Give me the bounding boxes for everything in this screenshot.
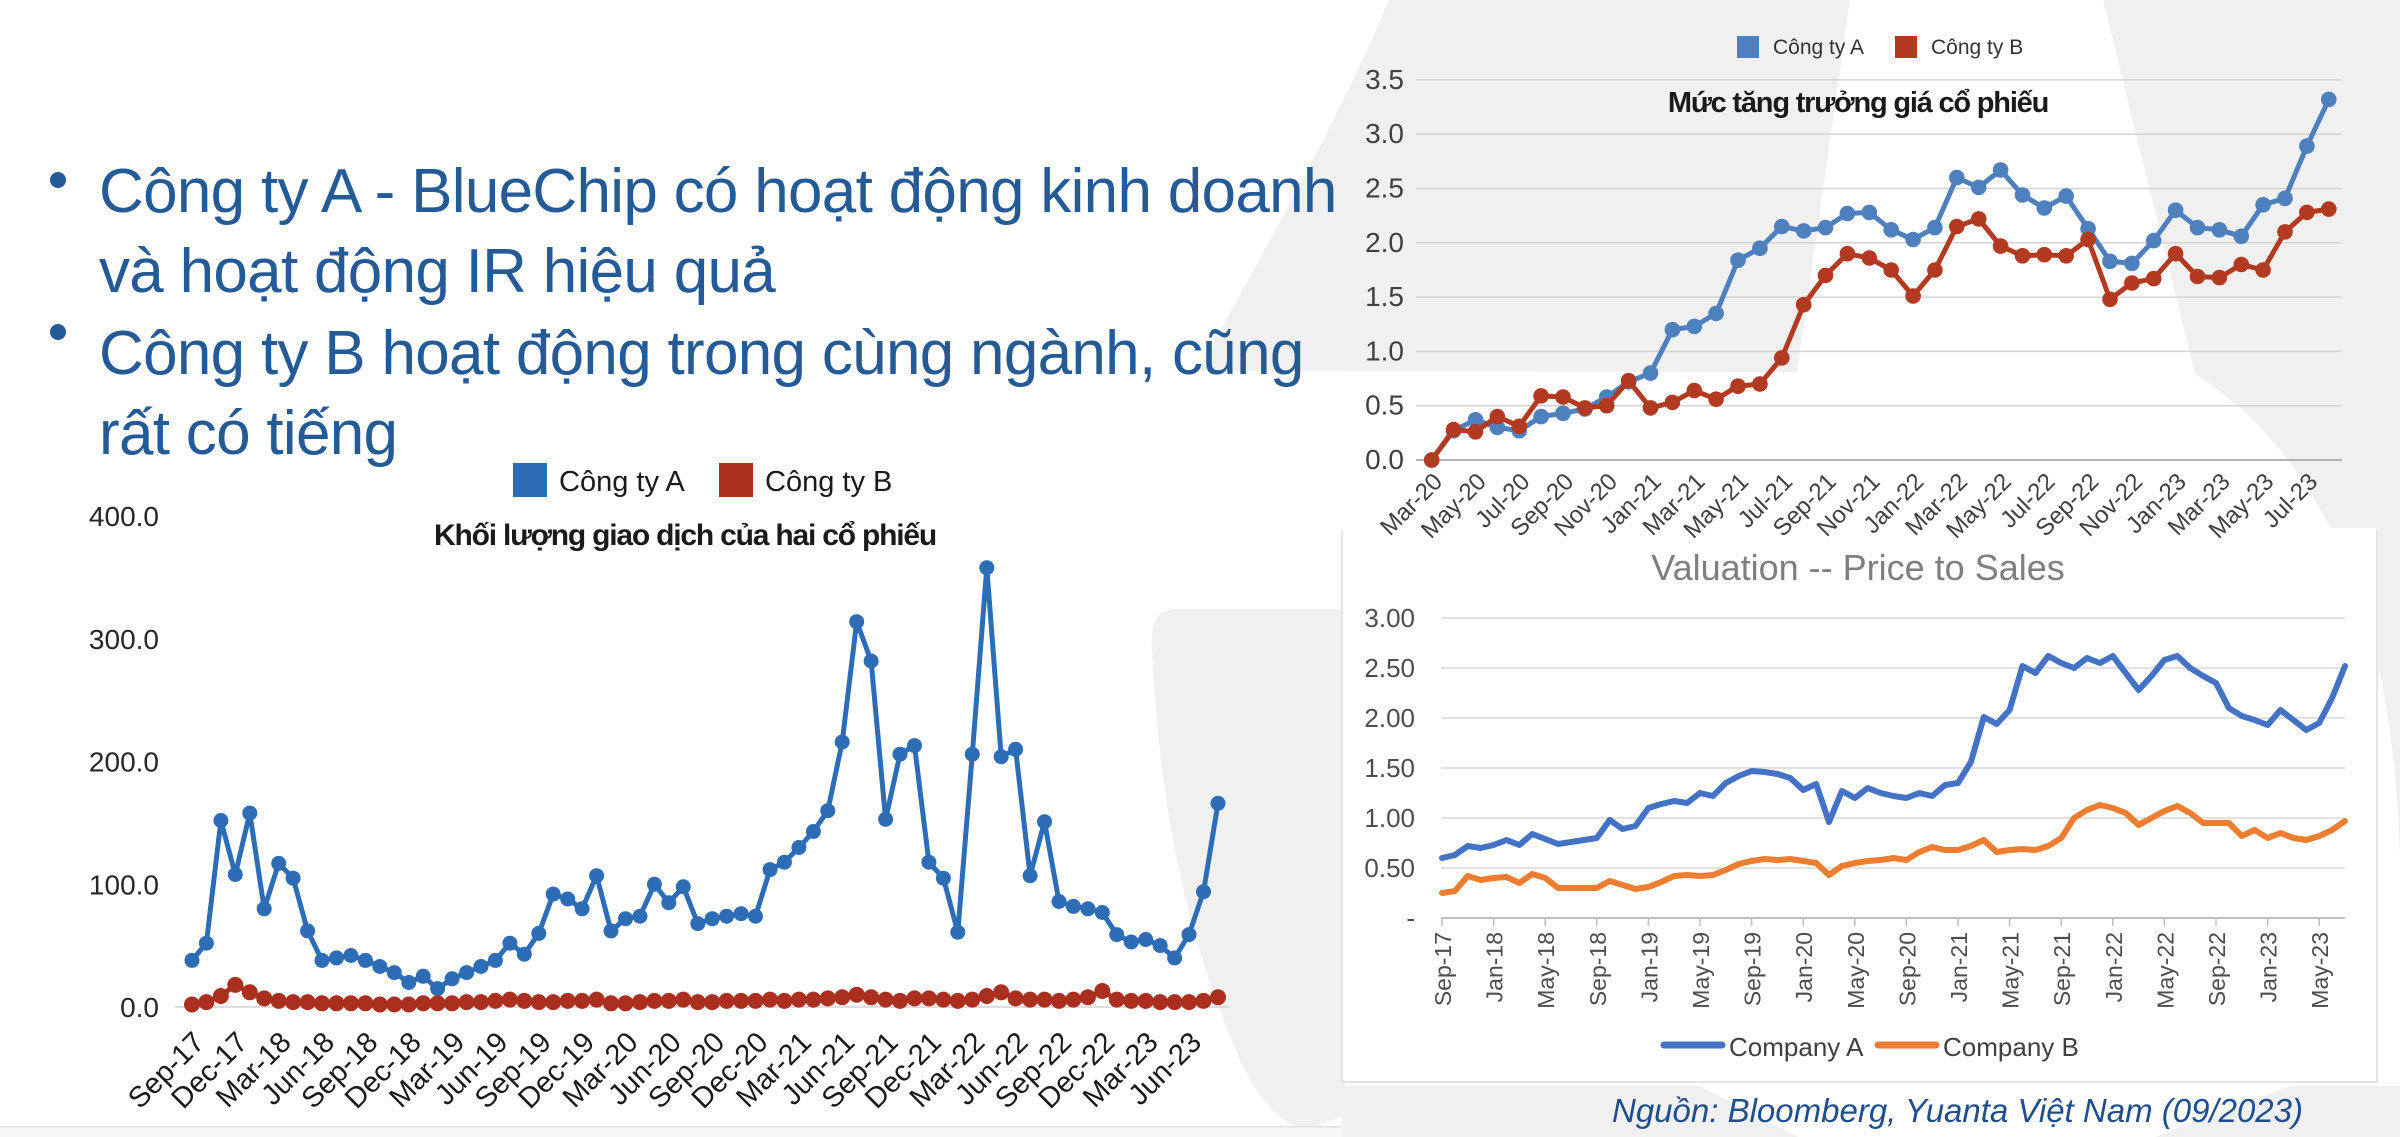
svg-text:May-18: May-18 — [1533, 932, 1559, 1009]
svg-text:1.50: 1.50 — [1364, 753, 1415, 783]
svg-text:Jan-18: Jan-18 — [1482, 932, 1508, 1002]
svg-text:300.0: 300.0 — [89, 624, 159, 655]
svg-text:-: - — [1406, 903, 1415, 933]
svg-text:May-22: May-22 — [2152, 932, 2178, 1009]
svg-text:0.50: 0.50 — [1364, 853, 1415, 883]
svg-text:Mức tăng trưởng giá cổ phiếu: Mức tăng trưởng giá cổ phiếu — [1668, 87, 2048, 119]
svg-text:Jan-22: Jan-22 — [2101, 932, 2127, 1002]
svg-text:Company B: Company B — [1943, 1032, 2079, 1062]
svg-text:Công ty A: Công ty A — [559, 466, 685, 498]
svg-text:Sep-21: Sep-21 — [2049, 932, 2075, 1006]
svg-text:Khối lượng giao dịch của hai c: Khối lượng giao dịch của hai cổ phiếu — [434, 519, 936, 552]
svg-text:200.0: 200.0 — [89, 747, 159, 778]
svg-text:2.0: 2.0 — [1365, 227, 1404, 258]
svg-text:0.0: 0.0 — [120, 992, 159, 1023]
svg-text:Công ty B: Công ty B — [1931, 36, 2023, 59]
svg-text:Sep-17: Sep-17 — [1430, 932, 1456, 1006]
svg-text:1.00: 1.00 — [1364, 803, 1415, 833]
svg-text:Valuation -- Price to Sales: Valuation -- Price to Sales — [1651, 547, 2065, 588]
svg-text:Sep-20: Sep-20 — [1894, 932, 1920, 1006]
svg-text:400.0: 400.0 — [89, 501, 159, 532]
svg-text:Jan-21: Jan-21 — [1946, 932, 1972, 1002]
svg-text:Sep-18: Sep-18 — [1585, 932, 1611, 1006]
svg-text:0.0: 0.0 — [1365, 444, 1404, 475]
svg-text:0.5: 0.5 — [1365, 390, 1404, 421]
svg-text:May-23: May-23 — [2307, 932, 2333, 1009]
svg-text:Jan-19: Jan-19 — [1636, 932, 1662, 1002]
svg-text:2.5: 2.5 — [1365, 173, 1404, 204]
svg-text:1.0: 1.0 — [1365, 335, 1404, 366]
svg-text:May-21: May-21 — [1998, 932, 2024, 1009]
svg-text:May-19: May-19 — [1688, 932, 1714, 1009]
svg-text:3.5: 3.5 — [1365, 64, 1404, 95]
svg-text:Sep-22: Sep-22 — [2204, 932, 2230, 1006]
svg-text:Công ty A: Công ty A — [1773, 36, 1864, 59]
svg-text:May-20: May-20 — [1843, 932, 1869, 1009]
svg-text:100.0: 100.0 — [89, 869, 159, 900]
svg-text:Jan-23: Jan-23 — [2256, 932, 2282, 1002]
svg-text:2.00: 2.00 — [1364, 703, 1415, 733]
svg-text:1.5: 1.5 — [1365, 281, 1404, 312]
svg-text:Sep-19: Sep-19 — [1740, 932, 1766, 1006]
svg-text:Jan-20: Jan-20 — [1791, 932, 1817, 1002]
svg-text:3.0: 3.0 — [1365, 118, 1404, 149]
svg-text:3.00: 3.00 — [1364, 603, 1415, 633]
svg-text:2.50: 2.50 — [1364, 653, 1415, 683]
svg-text:Công ty B: Công ty B — [765, 466, 892, 498]
svg-text:Company A: Company A — [1729, 1032, 1864, 1062]
